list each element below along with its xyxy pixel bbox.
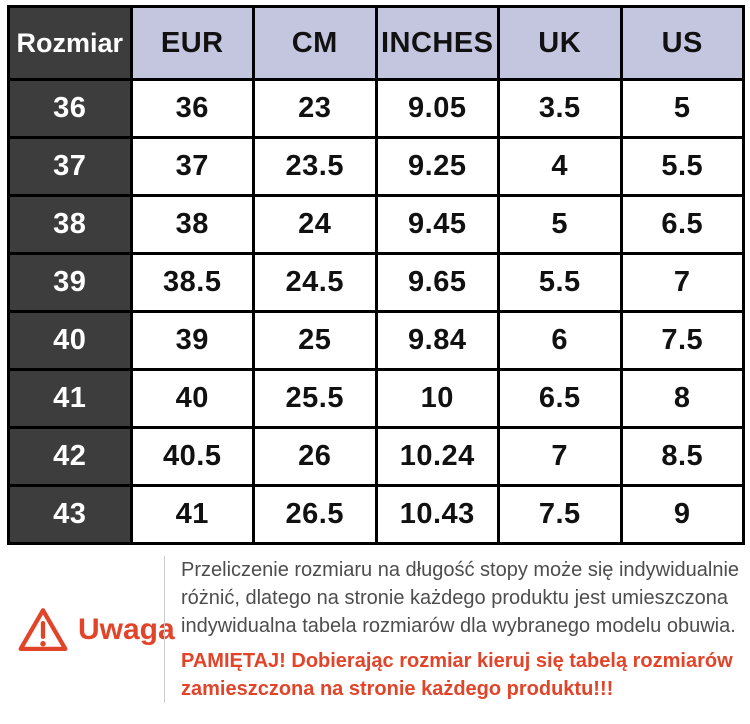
table-cell: 23	[252, 78, 378, 139]
table-cell: 5	[619, 78, 745, 139]
table-cell: 26	[252, 426, 378, 487]
table-cell: 23.5	[252, 136, 378, 197]
note-warning-line: PAMIĘTAJ! Dobierając rozmiar kieruj się …	[181, 650, 733, 672]
table-row: 37 37 23.5 9.25 4 5.5	[7, 136, 745, 197]
size-cell: 43	[7, 484, 133, 545]
size-cell: 40	[7, 310, 133, 371]
table-cell: 3.5	[497, 78, 623, 139]
table-row: 39 38.5 24.5 9.65 5.5 7	[7, 252, 745, 313]
note-warning-text: PAMIĘTAJ! Dobierając rozmiar kieruj się …	[181, 647, 745, 703]
header-inches: INCHES	[374, 5, 500, 81]
table-cell: 26.5	[252, 484, 378, 545]
table-cell: 7	[619, 252, 745, 313]
size-cell: 37	[7, 136, 133, 197]
table-cell: 5.5	[497, 252, 623, 313]
table-cell: 10	[374, 368, 500, 429]
table-cell: 9.65	[374, 252, 500, 313]
header-eur: EUR	[129, 5, 255, 81]
table-cell: 8	[619, 368, 745, 429]
note-paragraph: Przeliczenie rozmiaru na długość stopy m…	[181, 556, 745, 640]
header-rozmiar: Rozmiar	[7, 5, 133, 81]
header-cm: CM	[252, 5, 378, 81]
note-warning-line: zamieszczona na stronie każdego produktu…	[181, 678, 614, 700]
table-row: 43 41 26.5 10.43 7.5 9	[7, 484, 745, 545]
table-cell: 40.5	[129, 426, 255, 487]
size-conversion-table-container: Rozmiar EUR CM INCHES UK US 36 36 23 9.0…	[7, 5, 745, 545]
table-cell: 8.5	[619, 426, 745, 487]
size-conversion-table: Rozmiar EUR CM INCHES UK US 36 36 23 9.0…	[7, 5, 745, 545]
table-cell: 37	[129, 136, 255, 197]
table-row: 38 38 24 9.45 5 6.5	[7, 194, 745, 255]
warning-badge: Uwaga	[7, 606, 175, 654]
table-cell: 25.5	[252, 368, 378, 429]
warning-triangle-icon	[17, 606, 69, 654]
size-cell: 41	[7, 368, 133, 429]
table-cell: 4	[497, 136, 623, 197]
table-cell: 7.5	[619, 310, 745, 371]
table-cell: 24	[252, 194, 378, 255]
warning-note: Uwaga Przeliczenie rozmiaru na długość s…	[7, 556, 745, 703]
table-row: 41 40 25.5 10 6.5 8	[7, 368, 745, 429]
table-cell: 41	[129, 484, 255, 545]
size-cell: 39	[7, 252, 133, 313]
note-paragraph-line: różnić, dlatego na stronie każdego produ…	[181, 587, 728, 609]
table-row: 40 39 25 9.84 6 7.5	[7, 310, 745, 371]
table-cell: 6	[497, 310, 623, 371]
table-cell: 9	[619, 484, 745, 545]
table-cell: 9.84	[374, 310, 500, 371]
size-cell: 38	[7, 194, 133, 255]
table-cell: 9.25	[374, 136, 500, 197]
warning-text-block: Przeliczenie rozmiaru na długość stopy m…	[164, 556, 745, 703]
table-cell: 38.5	[129, 252, 255, 313]
size-cell: 42	[7, 426, 133, 487]
table-cell: 39	[129, 310, 255, 371]
table-row: 36 36 23 9.05 3.5 5	[7, 78, 745, 139]
table-cell: 24.5	[252, 252, 378, 313]
table-cell: 10.24	[374, 426, 500, 487]
table-cell: 40	[129, 368, 255, 429]
table-cell: 7	[497, 426, 623, 487]
table-cell: 10.43	[374, 484, 500, 545]
warning-label: Uwaga	[78, 612, 175, 646]
table-row: 42 40.5 26 10.24 7 8.5	[7, 426, 745, 487]
table-cell: 36	[129, 78, 255, 139]
table-cell: 9.45	[374, 194, 500, 255]
header-us: US	[619, 5, 745, 81]
table-cell: 9.05	[374, 78, 500, 139]
size-cell: 36	[7, 78, 133, 139]
table-cell: 6.5	[497, 368, 623, 429]
table-cell: 38	[129, 194, 255, 255]
table-header-row: Rozmiar EUR CM INCHES UK US	[7, 5, 745, 81]
table-cell: 7.5	[497, 484, 623, 545]
note-paragraph-line: Przeliczenie rozmiaru na długość stopy m…	[181, 559, 740, 581]
table-cell: 6.5	[619, 194, 745, 255]
note-paragraph-line: indywidualna tabela rozmiarów dla wybran…	[181, 615, 736, 637]
header-uk: UK	[497, 5, 623, 81]
table-cell: 5.5	[619, 136, 745, 197]
table-cell: 5	[497, 194, 623, 255]
table-cell: 25	[252, 310, 378, 371]
